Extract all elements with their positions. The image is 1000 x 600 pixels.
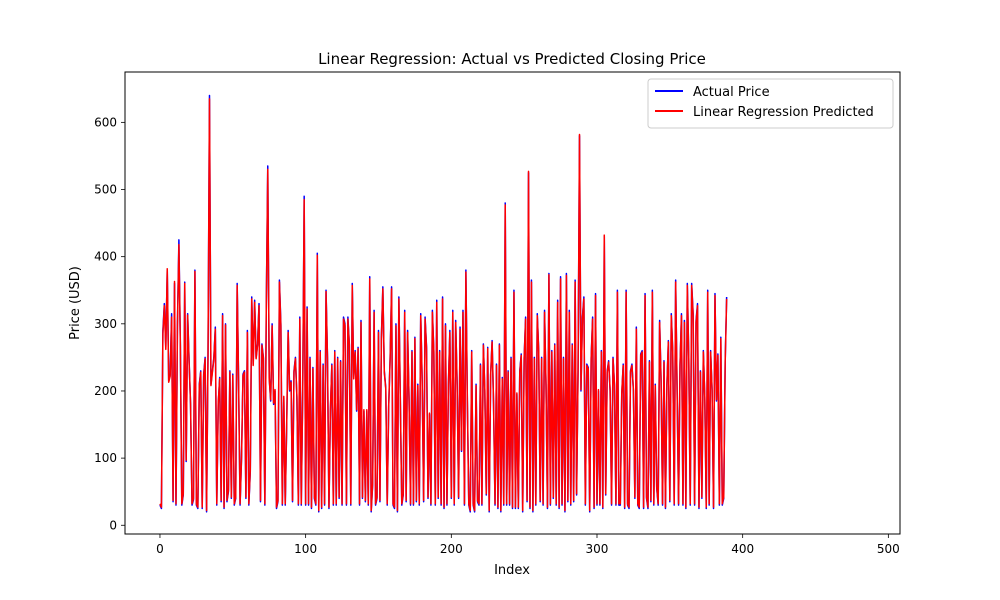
x-tick-label: 500 [877,542,900,556]
plot-frame [124,71,901,535]
y-tick-label: 300 [94,317,117,331]
x-axis-label: Index [494,563,530,578]
y-tick-label: 600 [94,115,117,129]
y-tick-label: 200 [94,384,117,398]
y-tick-label: 500 [94,183,117,197]
y-tick-label: 100 [94,451,117,465]
y-axis-label: Price (USD) [68,266,83,340]
legend-label-predicted: Linear Regression Predicted [693,105,874,120]
legend: Actual Price Linear Regression Predicted [647,78,894,129]
x-axis: 0 100 200 300 400 500 [156,534,900,556]
x-tick-label: 0 [156,542,164,556]
legend-label-actual: Actual Price [693,85,770,100]
y-tick-label: 0 [109,518,117,532]
x-tick-label: 100 [294,542,317,556]
x-tick-label: 400 [731,542,754,556]
y-axis: 0 100 200 300 400 500 600 [94,115,125,532]
chart-title: Linear Regression: Actual vs Predicted C… [318,50,706,68]
x-tick-label: 200 [440,542,463,556]
legend-box [647,78,894,129]
series-line-predicted [159,98,728,512]
series-layer [159,94,728,513]
x-tick-label: 300 [586,542,609,556]
y-tick-label: 400 [94,250,117,264]
